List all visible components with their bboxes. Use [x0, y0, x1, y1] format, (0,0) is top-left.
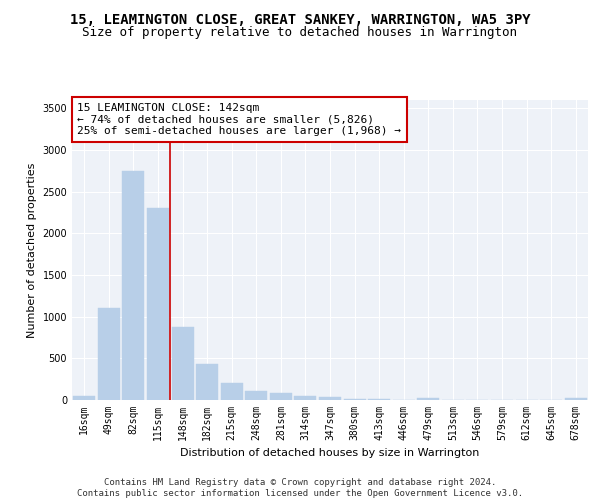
X-axis label: Distribution of detached houses by size in Warrington: Distribution of detached houses by size …: [181, 448, 479, 458]
Bar: [270, 393, 292, 400]
Text: 15, LEAMINGTON CLOSE, GREAT SANKEY, WARRINGTON, WA5 3PY: 15, LEAMINGTON CLOSE, GREAT SANKEY, WARR…: [70, 12, 530, 26]
Bar: [565, 398, 587, 400]
Bar: [73, 396, 95, 400]
Bar: [122, 171, 145, 400]
Bar: [172, 326, 194, 400]
Bar: [196, 364, 218, 400]
Text: Size of property relative to detached houses in Warrington: Size of property relative to detached ho…: [83, 26, 517, 39]
Bar: [295, 396, 316, 400]
Bar: [98, 308, 120, 400]
Bar: [221, 384, 243, 400]
Y-axis label: Number of detached properties: Number of detached properties: [27, 162, 37, 338]
Bar: [245, 391, 268, 400]
Bar: [417, 398, 439, 400]
Bar: [319, 397, 341, 400]
Bar: [147, 208, 169, 400]
Text: 15 LEAMINGTON CLOSE: 142sqm
← 74% of detached houses are smaller (5,826)
25% of : 15 LEAMINGTON CLOSE: 142sqm ← 74% of det…: [77, 103, 401, 136]
Text: Contains HM Land Registry data © Crown copyright and database right 2024.
Contai: Contains HM Land Registry data © Crown c…: [77, 478, 523, 498]
